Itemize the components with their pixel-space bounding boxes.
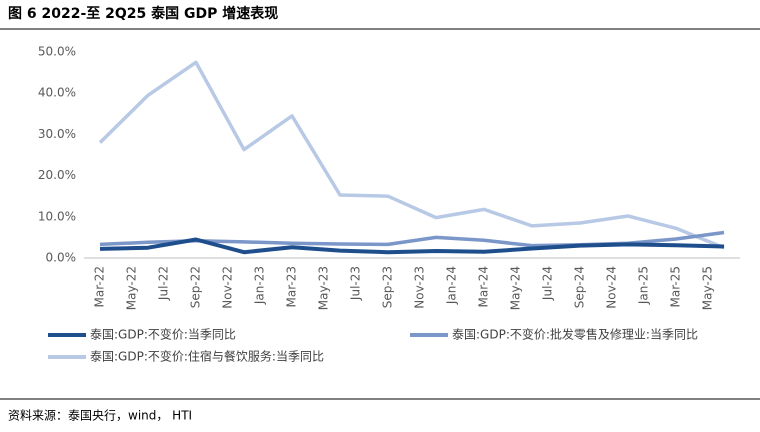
x-tick-label: May-25 <box>701 266 715 310</box>
y-tick-label: 30.0% <box>38 127 76 141</box>
y-tick-label: 20.0% <box>38 168 76 182</box>
y-tick-label: 0.0% <box>46 251 77 265</box>
x-tick-label: Mar-25 <box>669 266 683 307</box>
y-tick-label: 50.0% <box>38 45 76 59</box>
x-tick-label: Nov-23 <box>413 266 427 309</box>
x-tick-label: Jul-24 <box>541 266 555 301</box>
x-tick-label: Jan-23 <box>253 266 267 305</box>
chart-title: 图 6 2022-至 2Q25 泰国 GDP 增速表现 <box>8 5 278 22</box>
x-tick-label: Nov-24 <box>605 266 619 309</box>
legend-label: 泰国:GDP:不变价:批发零售及修理业:当季同比 <box>452 327 698 342</box>
x-tick-label: Sep-23 <box>381 266 395 308</box>
x-tick-label: Sep-22 <box>189 266 203 308</box>
legend-label: 泰国:GDP:不变价:住宿与餐饮服务:当季同比 <box>90 349 324 364</box>
x-tick-label: Mar-23 <box>285 266 299 307</box>
x-tick-label: Nov-22 <box>221 266 235 309</box>
x-tick-label: Sep-24 <box>573 266 587 308</box>
x-tick-label: Mar-24 <box>477 266 491 307</box>
x-tick-label: May-24 <box>509 266 523 310</box>
source-note: 资料来源：泰国央行，wind， HTI <box>8 409 192 423</box>
x-tick-label: May-23 <box>317 266 331 310</box>
x-tick-label: Jul-23 <box>349 266 363 301</box>
x-tick-label: Jan-25 <box>637 266 651 305</box>
x-tick-label: May-22 <box>125 266 139 310</box>
y-tick-label: 40.0% <box>38 86 76 100</box>
x-tick-label: Mar-22 <box>93 266 107 307</box>
legend-label: 泰国:GDP:不变价:当季同比 <box>90 327 236 342</box>
x-tick-label: Jan-24 <box>445 266 459 305</box>
series-line <box>98 60 725 250</box>
y-tick-label: 10.0% <box>38 209 76 223</box>
series-line <box>99 237 725 255</box>
x-tick-label: Jul-22 <box>157 266 171 301</box>
